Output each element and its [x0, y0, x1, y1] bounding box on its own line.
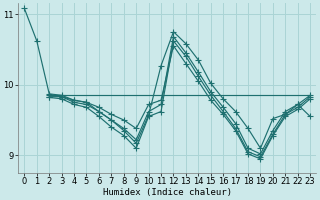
X-axis label: Humidex (Indice chaleur): Humidex (Indice chaleur)	[103, 188, 232, 197]
